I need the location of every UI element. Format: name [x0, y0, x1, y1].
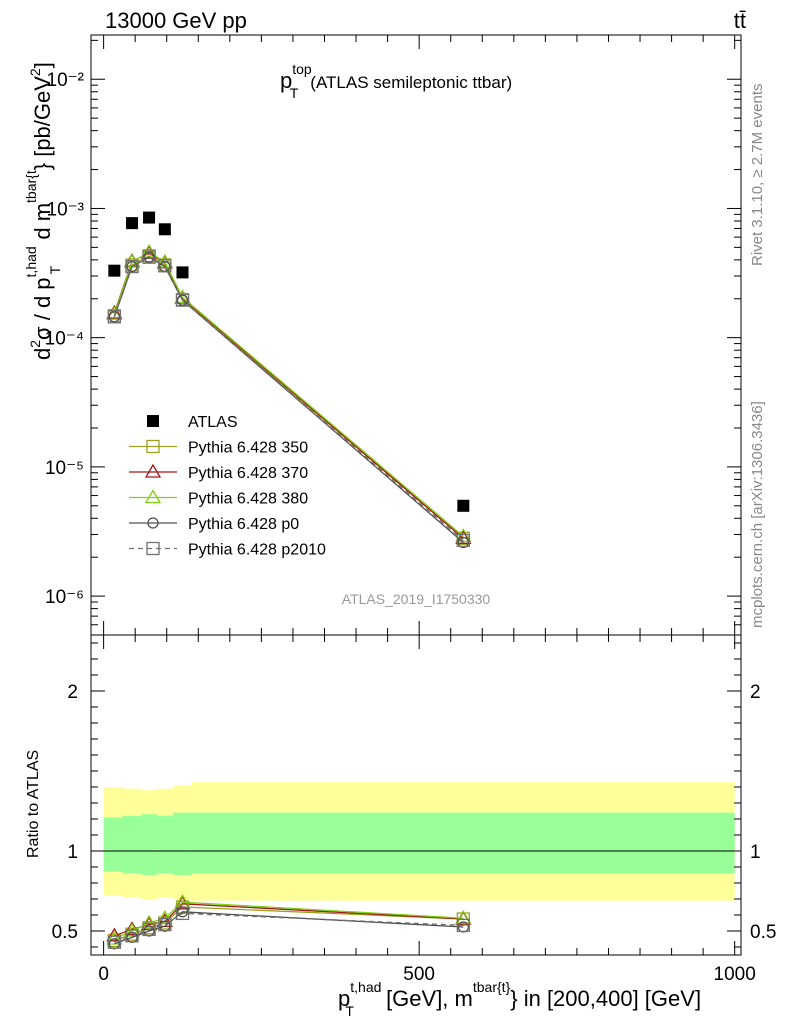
series-line [113, 256, 464, 541]
data-point [175, 293, 190, 307]
rivet-label: Rivet 3.1.10, ≥ 2.7M events [749, 84, 766, 267]
mcplots-label: mcplots.cern.ch [arXiv:1306.3436] [749, 401, 766, 628]
ratio-data-point [107, 935, 121, 949]
x-tick-label: 500 [403, 964, 435, 985]
uncertainty-band-green [122, 815, 142, 874]
ratio-panel: 0 500 1000 0.5 0.5 1 1 2 2 [52, 634, 776, 985]
ratio-series-line [114, 912, 464, 943]
ratio-data-point [156, 909, 173, 924]
data-point [108, 311, 120, 323]
legend-marker [144, 489, 162, 504]
uncertainty-band-green [157, 815, 174, 874]
x-axis-label: pt,had T [GeV], mtbar{t}} in [200,400] [G… [338, 979, 701, 1019]
ratio-data-point [140, 914, 158, 929]
title-sup: top [292, 61, 312, 77]
ratio-data-point [125, 929, 139, 943]
ratio-series-line [114, 903, 464, 937]
data-point [143, 251, 155, 263]
y-tick-label: 10⁻² [47, 70, 85, 91]
data-point [456, 533, 470, 548]
legend: ATLAS Pythia 6.428 350 Pythia 6.428 370 Pyt… [129, 414, 326, 559]
main-title: ptop T (ATLAS semileptonic ttbar) [280, 61, 512, 101]
uncertainty-band-green [191, 812, 735, 874]
data-point [457, 536, 469, 549]
legend-label: Pythia 6.428 p2010 [188, 542, 326, 559]
legend-label: Pythia 6.428 p0 [188, 516, 299, 533]
y-tick-label: 2 [67, 682, 78, 703]
uncertainty-band-green [103, 817, 123, 872]
x-tick-label: 0 [98, 964, 109, 985]
title-p: p [280, 68, 292, 93]
data-point [158, 223, 171, 236]
ratio-series-line [114, 901, 464, 940]
data-point [126, 217, 139, 230]
ratio-series-line [114, 911, 464, 945]
legend-marker [147, 517, 159, 529]
ratio-data-point [106, 927, 123, 942]
uncertainty-band-green [141, 814, 158, 875]
data-point [107, 310, 121, 324]
ratio-data-point [158, 917, 172, 932]
legend-marker [146, 439, 160, 454]
data-point [176, 294, 189, 306]
data-point [126, 260, 138, 273]
legend-marker [144, 463, 162, 478]
data-point [457, 499, 470, 512]
analysis-tag: ATLAS_2019_I1750330 [342, 591, 491, 607]
legend-label: Pythia 6.428 380 [188, 491, 308, 508]
y-tick-label: 10⁻⁵ [45, 458, 84, 479]
ratio-data-point [106, 930, 123, 945]
legend-label: ATLAS [188, 414, 238, 431]
ratio-data-point [456, 918, 470, 933]
process-label: tt̄ [734, 8, 746, 33]
y-tick-label-right: 1 [750, 842, 761, 863]
ratio-data-point [455, 909, 472, 924]
y-tick-label-right: 2 [750, 682, 761, 703]
data-point [158, 259, 172, 273]
legend-label: Pythia 6.428 370 [188, 465, 308, 482]
legend-marker [146, 541, 160, 556]
data-point [455, 528, 472, 543]
data-point [108, 264, 121, 277]
ratio-data-point [142, 922, 156, 937]
y-tick-label-right: 0.5 [750, 922, 776, 943]
title-rest: (ATLAS semileptonic ttbar) [310, 73, 512, 92]
legend-label: Pythia 6.428 350 [188, 440, 308, 457]
y-axis-label-main: d2σ / d pt,had T d mtbar{t} [pb/GeV2] [23, 62, 63, 360]
y-tick-label: 1 [67, 842, 78, 863]
data-point [143, 211, 156, 224]
ratio-series-line [114, 906, 464, 942]
ratio-frame [90, 634, 742, 956]
y-tick-label: 10⁻⁶ [45, 587, 84, 608]
y-axis-label-ratio: Ratio to ATLAS [25, 750, 42, 858]
data-point [142, 250, 156, 264]
energy-label: 13000 GeV pp [105, 8, 247, 33]
y-tick-label: 10⁻⁴ [45, 329, 84, 350]
y-tick-label: 0.5 [52, 922, 78, 943]
uncertainty-band-green [173, 812, 192, 875]
ratio-data-point [123, 921, 141, 936]
ratio-data-point [175, 906, 190, 921]
data-point [455, 530, 472, 544]
data-point [176, 266, 189, 279]
data-point [125, 259, 139, 274]
legend-marker [147, 415, 159, 427]
x-tick-label: 1000 [714, 964, 756, 985]
y-tick-label: 10⁻³ [47, 199, 85, 220]
title-sub: T [290, 85, 299, 101]
